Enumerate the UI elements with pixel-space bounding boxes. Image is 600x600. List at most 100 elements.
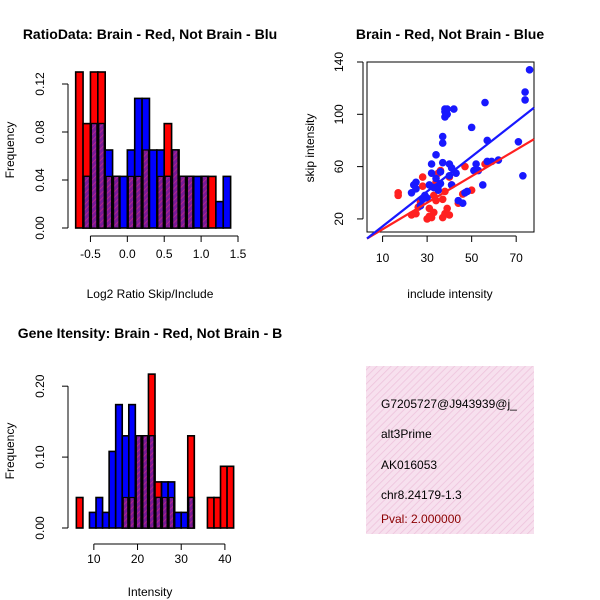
overlap-bar bbox=[201, 175, 209, 229]
not-brain-point bbox=[519, 171, 527, 180]
x-tick-label: 10 bbox=[87, 552, 101, 566]
brain-bar bbox=[74, 71, 84, 229]
not-brain-point bbox=[521, 96, 529, 104]
brain-fit-line bbox=[366, 138, 535, 240]
overlap-bar bbox=[90, 122, 98, 229]
not-brain-point bbox=[432, 174, 440, 183]
scatter-xlabel: include intensity bbox=[407, 287, 492, 301]
overlap-bar bbox=[135, 435, 142, 529]
x-tick-label: 30 bbox=[420, 251, 434, 265]
overlap-bar bbox=[83, 175, 91, 229]
overlap-bar bbox=[98, 122, 105, 229]
not-brain-point bbox=[427, 160, 436, 168]
overlap-bar bbox=[112, 175, 120, 229]
not-brain-point bbox=[432, 151, 440, 159]
brain-point bbox=[394, 188, 402, 197]
overlap-bar bbox=[164, 175, 172, 229]
not-brain-bar bbox=[192, 175, 202, 229]
not-brain-bar bbox=[88, 511, 97, 529]
scatter-ylabel: skip intensity bbox=[303, 114, 317, 183]
scatter-plot-frame bbox=[366, 61, 535, 233]
not-brain-fit-line bbox=[366, 106, 535, 240]
x-tick-label: 0.5 bbox=[156, 247, 173, 261]
not-brain-point bbox=[458, 199, 467, 208]
x-tick-label: 20 bbox=[131, 552, 145, 566]
scatter-title: Brain - Red, Not Brain - Blue bbox=[356, 26, 544, 42]
y-tick-label: 0.12 bbox=[33, 72, 47, 96]
brain-point bbox=[418, 173, 427, 181]
x-tick-label: 0.0 bbox=[119, 247, 136, 261]
y-tick-label: 100 bbox=[332, 104, 346, 124]
not-brain-bar bbox=[95, 496, 104, 529]
info-panel-background bbox=[366, 366, 534, 534]
intensity-histogram-ylabel: Frequency bbox=[3, 423, 17, 480]
not-brain-point bbox=[443, 105, 451, 113]
not-brain-point bbox=[427, 169, 436, 177]
brain-bar bbox=[207, 175, 217, 229]
overlap-bar bbox=[186, 175, 194, 229]
overlap-bar bbox=[148, 435, 155, 529]
y-tick-label: 0.10 bbox=[33, 445, 47, 469]
not-brain-point bbox=[478, 181, 487, 189]
y-tick-label: 20 bbox=[332, 212, 346, 226]
not-brain-bar bbox=[119, 175, 129, 229]
info-line-event-type: alt3Prime bbox=[381, 427, 432, 441]
x-tick-label: 50 bbox=[465, 251, 479, 265]
info-panel: G7205727@J943939@j_ alt3Prime AK016053 c… bbox=[366, 366, 534, 534]
not-brain-point bbox=[521, 88, 529, 96]
brain-bar bbox=[75, 496, 84, 529]
x-tick-label: 10 bbox=[376, 251, 390, 265]
brain-bar bbox=[226, 465, 235, 529]
x-tick-label: 30 bbox=[175, 552, 189, 566]
overlap-bar bbox=[142, 435, 149, 529]
not-brain-point bbox=[481, 98, 489, 107]
overlap-bar bbox=[179, 175, 186, 229]
brain-bar bbox=[219, 465, 228, 529]
x-tick-label: 70 bbox=[510, 251, 524, 265]
not-brain-point bbox=[514, 137, 523, 146]
ratio-histogram-title: RatioData: Brain - Red, Not Brain - Blu bbox=[23, 26, 277, 42]
overlap-bar bbox=[157, 175, 164, 229]
overlap-bar bbox=[129, 496, 135, 529]
x-tick-label: 40 bbox=[218, 552, 232, 566]
brain-point bbox=[445, 211, 454, 219]
info-line-pval: Pval: 2.000000 bbox=[381, 512, 461, 526]
x-tick-label: 1.0 bbox=[193, 247, 210, 261]
ratio-histogram-ylabel: Frequency bbox=[3, 122, 17, 179]
brain-point bbox=[438, 195, 447, 204]
overlap-bar bbox=[155, 496, 162, 529]
not-brain-bar bbox=[148, 149, 158, 229]
not-brain-bar bbox=[222, 175, 232, 229]
intensity-histogram-title: Gene Itensity: Brain - Red, Not Brain - … bbox=[18, 325, 282, 341]
not-brain-point bbox=[467, 123, 476, 132]
intensity-scatter-plot: Brain - Red, Not Brain - Blue skip inten… bbox=[303, 26, 544, 301]
y-tick-label: 0.00 bbox=[33, 216, 47, 240]
not-brain-point bbox=[412, 185, 420, 193]
x-tick-label: 1.5 bbox=[230, 247, 247, 261]
ratio-histogram: RatioData: Brain - Red, Not Brain - Blu … bbox=[3, 26, 277, 301]
y-tick-label: 60 bbox=[332, 160, 346, 174]
x-tick-label: -0.5 bbox=[80, 247, 101, 261]
not-brain-bar bbox=[173, 511, 183, 529]
overlap-bar bbox=[188, 496, 194, 529]
not-brain-bar bbox=[108, 450, 117, 529]
not-brain-bar bbox=[114, 403, 124, 529]
not-brain-point bbox=[423, 194, 431, 202]
overlap-bar bbox=[142, 149, 150, 229]
not-brain-bar bbox=[101, 511, 110, 529]
not-brain-point bbox=[443, 110, 451, 119]
intensity-histogram: Gene Itensity: Brain - Red, Not Brain - … bbox=[3, 325, 282, 599]
not-brain-point bbox=[412, 178, 420, 187]
info-line-id: G7205727@J943939@j_ bbox=[381, 397, 517, 411]
overlap-bar bbox=[172, 149, 179, 229]
y-tick-label: 0.08 bbox=[33, 120, 47, 144]
not-brain-point bbox=[438, 139, 447, 147]
brain-bar bbox=[206, 496, 215, 529]
overlap-bar bbox=[135, 175, 142, 229]
not-brain-bar bbox=[180, 511, 189, 529]
not-brain-point bbox=[436, 168, 445, 176]
y-tick-label: 140 bbox=[332, 52, 346, 72]
not-brain-point bbox=[438, 158, 447, 167]
y-tick-label: 0.00 bbox=[33, 516, 47, 540]
